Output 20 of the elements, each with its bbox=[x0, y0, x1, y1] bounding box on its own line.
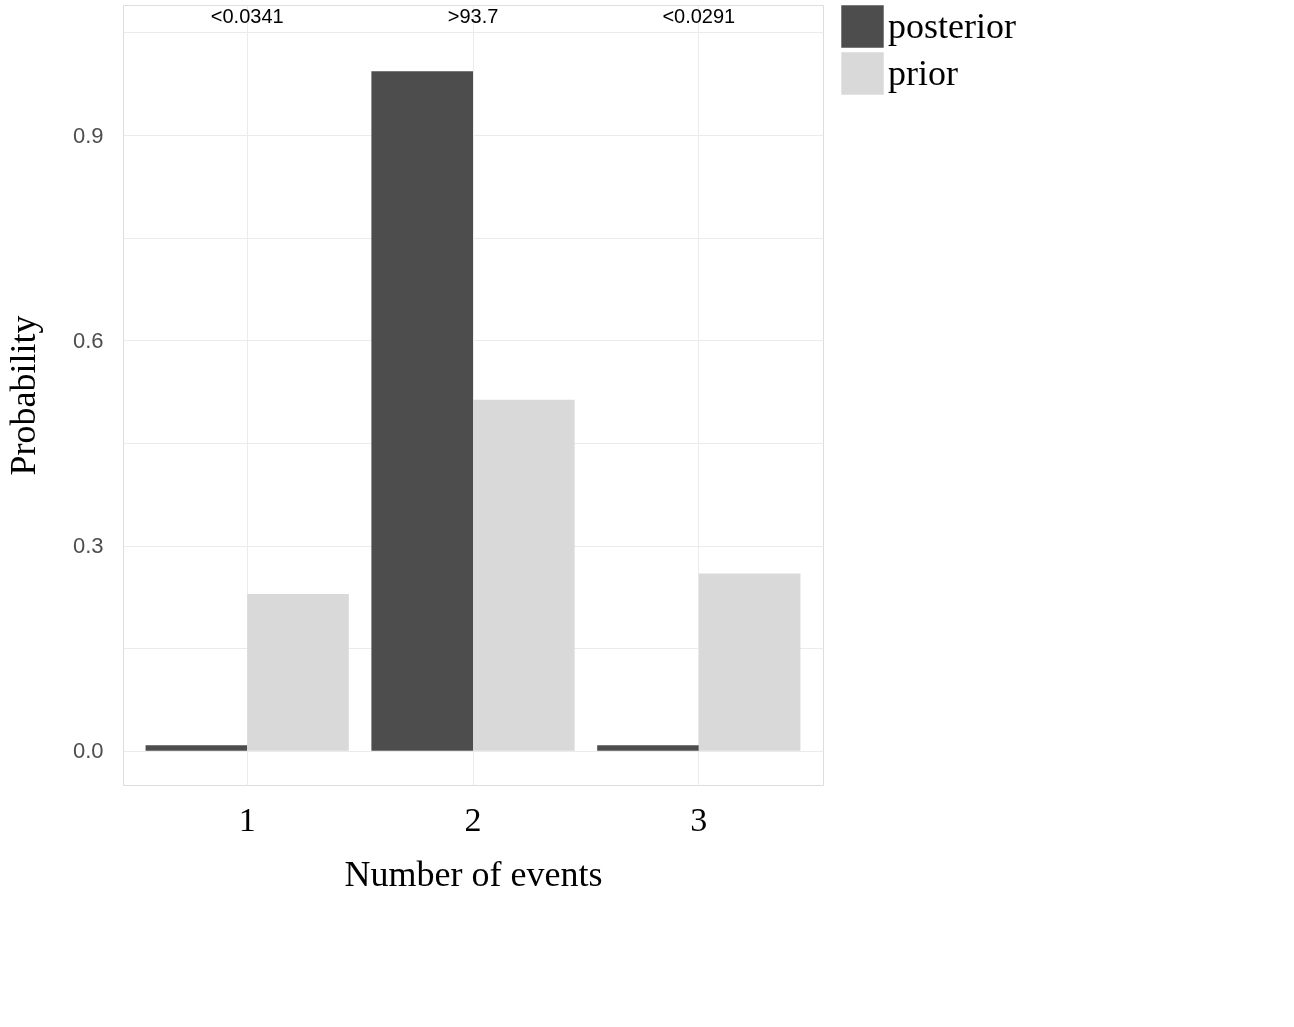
legend-label: posterior bbox=[888, 5, 1016, 46]
bar bbox=[247, 594, 349, 751]
y-tick-label: 0.0 bbox=[72, 738, 104, 764]
bar bbox=[145, 745, 248, 751]
y-tick-label: 0.9 bbox=[72, 122, 104, 148]
bar bbox=[473, 399, 575, 751]
x-tick-label: 2 bbox=[464, 800, 482, 838]
annotation: <0.0291 bbox=[662, 5, 736, 27]
bar bbox=[698, 573, 801, 751]
y-tick-label: 0.3 bbox=[72, 533, 104, 559]
bar bbox=[597, 745, 699, 751]
x-tick-label: 3 bbox=[690, 800, 708, 838]
x-axis-title: Number of events bbox=[344, 853, 603, 894]
y-axis-title: Probability bbox=[2, 315, 43, 476]
annotation: >93.7 bbox=[447, 5, 499, 27]
y-tick-label: 0.6 bbox=[72, 327, 104, 353]
x-tick-label: 1 bbox=[238, 800, 256, 838]
bar bbox=[371, 71, 473, 751]
annotation: <0.0341 bbox=[210, 5, 284, 27]
legend-label: prior bbox=[888, 52, 958, 93]
